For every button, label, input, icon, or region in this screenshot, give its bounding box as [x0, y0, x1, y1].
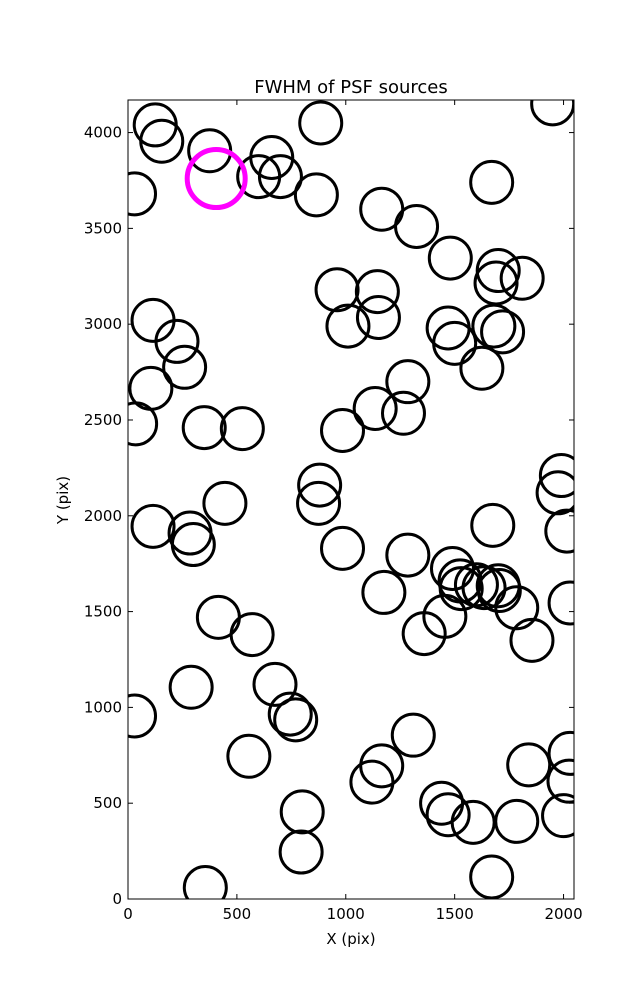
psf-source-point — [325, 303, 371, 349]
psf-source-point — [401, 611, 447, 657]
psf-source-point — [469, 854, 515, 899]
psf-source-point — [494, 585, 540, 631]
psf-source-point — [541, 793, 574, 839]
psf-source-point — [130, 503, 176, 549]
highlighted-psf-source — [184, 147, 248, 211]
points-layer — [128, 100, 574, 899]
psf-source-point — [349, 759, 395, 805]
y-tick-label: 1000 — [84, 698, 122, 716]
plot-frame — [127, 99, 575, 900]
psf-source-point — [278, 829, 324, 875]
psf-source-point — [352, 385, 398, 431]
y-tick-label: 3500 — [84, 219, 122, 237]
psf-source-point — [494, 798, 540, 844]
psf-source-point — [298, 100, 344, 146]
psf-source-point — [219, 406, 265, 452]
psf-source-point — [547, 730, 574, 776]
psf-source-point — [320, 408, 366, 454]
psf-source-point — [257, 154, 303, 200]
psf-source-point — [162, 344, 208, 390]
psf-source-point — [469, 159, 515, 205]
x-tick-label: 1500 — [436, 905, 474, 923]
x-tick-label: 2000 — [544, 905, 582, 923]
psf-source-point — [249, 134, 295, 180]
chart-title: FWHM of PSF sources — [254, 77, 448, 98]
psf-source-point — [538, 453, 574, 499]
psf-source-point — [361, 569, 407, 615]
psf-source-point — [432, 320, 478, 366]
psf-source-point — [461, 565, 507, 611]
psf-source-point — [279, 789, 325, 835]
psf-source-point — [229, 612, 275, 658]
psf-source-point — [314, 267, 360, 313]
psf-source-point — [297, 462, 343, 508]
psf-source-point — [438, 566, 484, 612]
y-tick-label: 0 — [112, 890, 122, 908]
psf-source-point — [139, 118, 185, 164]
psf-source-point — [480, 309, 526, 355]
psf-source-point — [128, 401, 159, 447]
axes-layer: 0 500 1000 1500 2000 0 500 1000 1500 2000 2500 3000… — [84, 99, 583, 923]
y-tick-label: 2000 — [84, 507, 122, 525]
psf-source-point — [530, 100, 574, 127]
psf-source-point — [195, 594, 241, 640]
y-axis-label: Y (pix) — [54, 476, 72, 525]
psf-source-point — [476, 568, 522, 614]
psf-source-point — [130, 297, 176, 343]
psf-source-point — [182, 865, 228, 899]
psf-source-point — [535, 470, 574, 516]
psf-source-point — [385, 532, 431, 578]
psf-source-point — [546, 758, 574, 804]
psf-source-point — [252, 661, 298, 707]
psf-source-point — [354, 269, 400, 315]
psf-source-point — [293, 172, 339, 218]
psf-source-point — [226, 733, 272, 779]
psf-source-point — [425, 792, 471, 838]
psf-source-point — [459, 345, 505, 391]
psf-source-point — [499, 255, 545, 301]
psf-source-point — [202, 480, 248, 526]
psf-source-point — [154, 318, 200, 364]
psf-source-point — [273, 697, 319, 743]
psf-source-point — [170, 522, 216, 568]
psf-source-point — [296, 480, 342, 526]
y-tick-label: 2500 — [84, 411, 122, 429]
y-tick-label: 4000 — [84, 124, 122, 142]
psf-source-point — [181, 405, 227, 451]
y-tick-label: 500 — [93, 794, 122, 812]
psf-source-point — [427, 235, 473, 281]
psf-source-point — [475, 248, 521, 294]
psf-source-point — [359, 743, 405, 789]
psf-source-point — [390, 712, 436, 758]
psf-source-point — [544, 508, 574, 554]
psf-source-point — [509, 617, 555, 663]
psf-source-point — [380, 390, 426, 436]
y-tick-label: 3000 — [84, 315, 122, 333]
psf-source-point — [394, 203, 440, 249]
psf-source-point — [267, 691, 313, 737]
psf-source-point — [320, 525, 366, 571]
x-tick-label: 0 — [123, 905, 133, 923]
x-tick-label: 1000 — [327, 905, 365, 923]
psf-source-point — [168, 664, 214, 710]
psf-source-point — [450, 799, 496, 845]
psf-source-point — [470, 502, 516, 548]
x-axis-label: X (pix) — [326, 930, 375, 948]
psf-source-point — [128, 171, 158, 217]
psf-source-point — [547, 580, 574, 626]
psf-source-point — [506, 742, 552, 788]
y-tick-label: 1500 — [84, 603, 122, 621]
x-tick-label: 500 — [223, 905, 252, 923]
psf-source-point — [471, 303, 517, 349]
psf-source-point — [355, 294, 401, 340]
psf-source-point — [385, 359, 431, 405]
psf-source-point — [128, 693, 158, 739]
